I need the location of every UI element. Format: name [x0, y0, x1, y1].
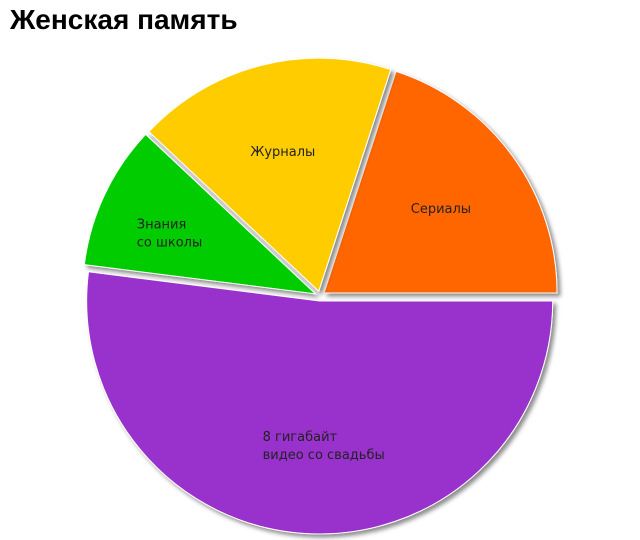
- slice-label-line: видео со свадьбы: [263, 448, 385, 463]
- pie-labels: Сериалы Журналы Знания со школы 8 гигабайт ви…: [137, 145, 471, 463]
- slice-label-line: Журналы: [250, 145, 315, 160]
- slice-label-line: 8 гигабайт: [263, 430, 338, 445]
- slice-label-line: со школы: [137, 235, 203, 250]
- slice-label-2: Знания со школы: [137, 217, 203, 250]
- slice-label-line: Знания: [137, 217, 187, 232]
- slice-label-3: 8 гигабайт видео со свадьбы: [263, 430, 385, 463]
- pie-slices: [83, 57, 558, 535]
- pie-slice-1: [148, 57, 392, 293]
- slice-label-line: Сериалы: [411, 202, 471, 217]
- pie-slice-2: [83, 133, 317, 295]
- pie-slice-0: [323, 70, 558, 294]
- slice-label-1: Журналы: [250, 145, 315, 160]
- chart-title: Женская память: [10, 4, 238, 35]
- pie-slice-3: [86, 271, 554, 535]
- slice-label-0: Сериалы: [411, 202, 471, 217]
